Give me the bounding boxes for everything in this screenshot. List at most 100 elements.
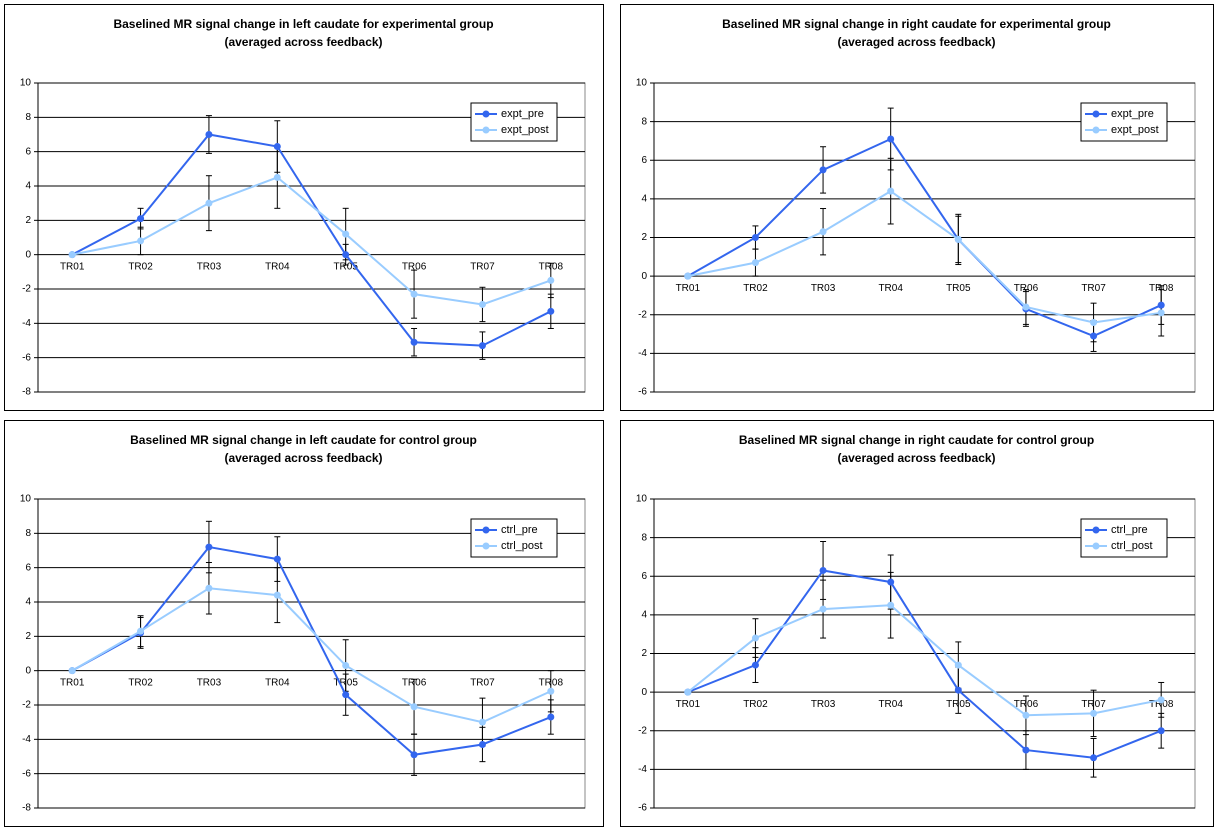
x-tick-label: TR07 <box>470 677 495 688</box>
data-point <box>478 342 486 350</box>
data-point <box>205 199 213 207</box>
y-tick-label: 2 <box>25 631 31 642</box>
chart: Baselined MR signal change in left cauda… <box>4 4 604 411</box>
data-point <box>478 718 486 726</box>
y-tick-label: 8 <box>641 532 647 543</box>
legend-box <box>470 102 558 142</box>
data-point <box>954 235 962 243</box>
data-point <box>1090 709 1098 717</box>
y-tick-label: -4 <box>638 764 647 775</box>
legend-label: ctrl_pre <box>501 524 538 536</box>
legend-label: expt_pre <box>1111 108 1154 120</box>
data-point <box>684 688 692 696</box>
legend-label: expt_pre <box>501 108 544 120</box>
series-line <box>71 133 552 347</box>
y-tick-label: 2 <box>641 232 647 243</box>
data-point <box>342 230 350 238</box>
chart-subtitle: (averaged across feedback) <box>837 451 995 465</box>
y-tick-label: 2 <box>641 648 647 659</box>
legend-label: ctrl_pre <box>1111 524 1148 536</box>
data-point <box>751 634 759 642</box>
y-tick-label: 0 <box>641 687 647 698</box>
legend-marker <box>1092 526 1100 534</box>
y-tick-label: 10 <box>636 78 648 89</box>
y-tick-label: -6 <box>22 768 31 779</box>
y-tick-label: -2 <box>638 725 647 736</box>
y-tick-label: -4 <box>638 348 647 359</box>
y-tick-label: 8 <box>25 528 31 539</box>
x-tick-label: TR02 <box>743 699 768 710</box>
data-point <box>342 662 350 670</box>
data-point <box>205 131 213 138</box>
chart: Baselined MR signal change in right caud… <box>620 420 1214 827</box>
data-point <box>1022 711 1030 719</box>
data-point <box>410 290 418 298</box>
data-point <box>1157 727 1165 735</box>
y-tick-label: 2 <box>25 215 31 226</box>
y-tick-label: 6 <box>641 571 647 582</box>
data-point <box>819 605 827 613</box>
y-tick-label: 0 <box>25 665 31 676</box>
legend-label: expt_post <box>1111 124 1159 136</box>
x-tick-label: TR04 <box>265 677 290 688</box>
data-point <box>410 703 418 711</box>
legend-box <box>470 518 558 558</box>
x-tick-label: TR02 <box>128 261 153 272</box>
chart-title: Baselined MR signal change in right caud… <box>739 433 1094 447</box>
x-tick-label: TR07 <box>1081 283 1106 294</box>
legend-marker <box>1092 542 1100 550</box>
chart-title: Baselined MR signal change in left cauda… <box>113 17 493 31</box>
legend-label: expt_post <box>501 124 549 136</box>
data-point <box>1157 696 1165 704</box>
data-point <box>1157 301 1165 309</box>
series-line <box>71 587 552 724</box>
data-point <box>887 135 895 143</box>
legend-marker <box>482 542 490 550</box>
data-point <box>751 661 759 669</box>
chart-title: Baselined MR signal change in left cauda… <box>130 433 477 447</box>
legend-box <box>1080 102 1168 142</box>
data-point <box>410 338 418 346</box>
series-line <box>687 137 1162 338</box>
data-point <box>954 661 962 669</box>
data-point <box>1157 309 1165 317</box>
data-point <box>137 627 145 635</box>
data-point <box>1090 332 1098 340</box>
y-tick-label: 4 <box>641 194 647 205</box>
data-point <box>751 259 759 267</box>
data-point <box>205 584 213 592</box>
data-point <box>547 687 555 695</box>
series-line <box>71 545 552 756</box>
x-tick-label: TR05 <box>333 261 358 272</box>
data-point <box>1090 754 1098 762</box>
y-tick-label: -8 <box>22 803 31 814</box>
chart: Baselined MR signal change in left cauda… <box>4 420 604 827</box>
y-tick-label: 6 <box>641 155 647 166</box>
y-tick-label: -6 <box>638 803 647 814</box>
data-point <box>547 713 555 721</box>
data-point <box>819 566 827 574</box>
chart-subtitle: (averaged across feedback) <box>224 35 382 49</box>
legend-label: ctrl_post <box>501 540 543 552</box>
data-point <box>137 237 145 245</box>
y-tick-label: -4 <box>22 734 31 745</box>
data-point <box>1090 318 1098 326</box>
legend-marker <box>482 110 490 118</box>
y-tick-label: 4 <box>25 597 31 608</box>
x-tick-label: TR07 <box>470 261 495 272</box>
y-tick-label: -2 <box>22 700 31 711</box>
y-tick-label: -6 <box>638 387 647 398</box>
x-tick-label: TR03 <box>811 699 836 710</box>
y-tick-label: 6 <box>25 562 31 573</box>
series-line <box>687 604 1162 717</box>
data-point <box>684 272 692 280</box>
data-point <box>954 686 962 694</box>
y-tick-label: 4 <box>641 610 647 621</box>
legend-marker <box>482 526 490 534</box>
legend-box <box>1080 518 1168 558</box>
x-tick-label: TR06 <box>402 261 427 272</box>
data-point <box>887 187 895 195</box>
legend-label: ctrl_post <box>1111 540 1153 552</box>
series-line <box>687 189 1162 324</box>
x-tick-label: TR01 <box>60 677 85 688</box>
